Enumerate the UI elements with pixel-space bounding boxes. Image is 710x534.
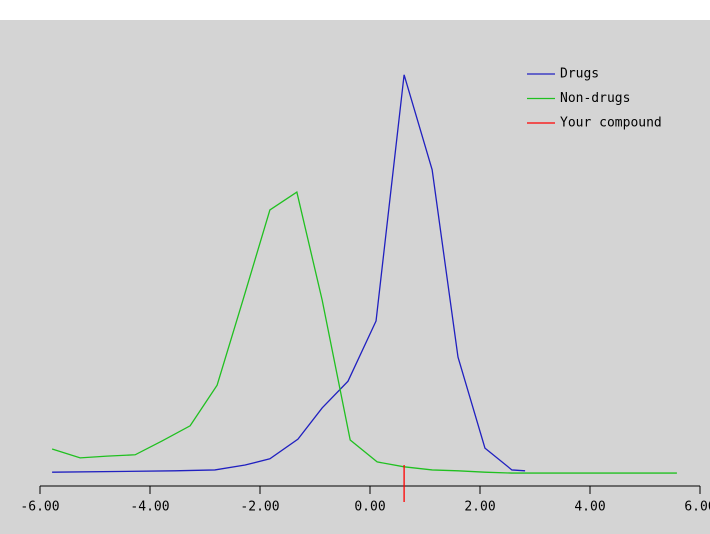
series-line <box>51 191 677 474</box>
legend-label: Your compound <box>560 116 662 131</box>
x-tick-label: -2.00 <box>240 500 279 515</box>
x-tick-label: -4.00 <box>130 500 169 515</box>
x-tick-label: 4.00 <box>574 500 605 515</box>
legend-label: Non-drugs <box>560 91 630 106</box>
x-tick-label: -6.00 <box>20 500 59 515</box>
legend-label: Drugs <box>560 67 599 82</box>
plot-background <box>0 20 710 534</box>
x-tick-label: 6.00 <box>684 500 710 515</box>
series-line <box>52 74 526 473</box>
x-tick-label: 0.00 <box>354 500 385 515</box>
x-tick-label: 2.00 <box>464 500 495 515</box>
